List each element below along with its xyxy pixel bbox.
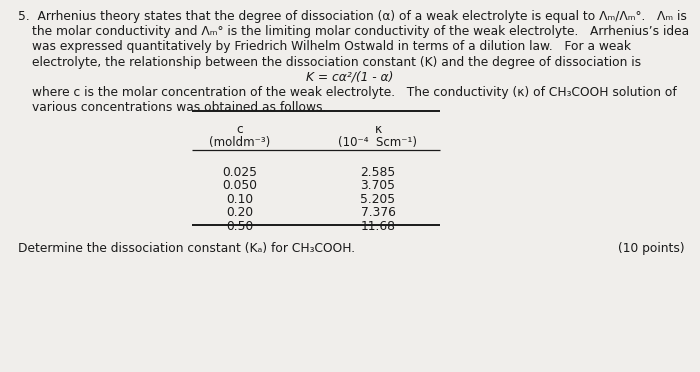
Text: the molar conductivity and Λₘ° is the limiting molar conductivity of the weak el: the molar conductivity and Λₘ° is the li… [32, 25, 689, 38]
Text: where c is the molar concentration of the weak electrolyte.   The conductivity (: where c is the molar concentration of th… [32, 86, 677, 99]
Text: (10 points): (10 points) [618, 242, 685, 255]
Text: 0.50: 0.50 [226, 220, 253, 233]
Text: was expressed quantitatively by Friedrich Wilhelm Ostwald in terms of a dilution: was expressed quantitatively by Friedric… [32, 41, 631, 54]
Text: 7.376: 7.376 [360, 206, 395, 219]
Text: electrolyte, the relationship between the dissociation constant (K) and the degr: electrolyte, the relationship between th… [32, 55, 641, 68]
Text: 0.025: 0.025 [223, 166, 258, 179]
Text: 5.205: 5.205 [360, 193, 395, 206]
Text: (moldm⁻³): (moldm⁻³) [209, 136, 271, 149]
Text: (10⁻⁴  Scm⁻¹): (10⁻⁴ Scm⁻¹) [339, 136, 417, 149]
Text: c: c [237, 123, 244, 136]
Text: 0.20: 0.20 [226, 206, 253, 219]
Text: 0.050: 0.050 [223, 179, 258, 192]
Text: 3.705: 3.705 [360, 179, 395, 192]
Text: Determine the dissociation constant (Kₐ) for CH₃COOH.: Determine the dissociation constant (Kₐ)… [18, 242, 355, 255]
Text: 0.10: 0.10 [226, 193, 253, 206]
Text: K = cα²/(1 - α): K = cα²/(1 - α) [307, 71, 393, 84]
Text: κ: κ [374, 123, 382, 136]
Text: various concentrations was obtained as follows.: various concentrations was obtained as f… [32, 101, 326, 114]
Text: 2.585: 2.585 [360, 166, 395, 179]
Text: 11.68: 11.68 [360, 220, 395, 233]
Text: 5.  Arrhenius theory states that the degree of dissociation (α) of a weak electr: 5. Arrhenius theory states that the degr… [18, 10, 687, 23]
